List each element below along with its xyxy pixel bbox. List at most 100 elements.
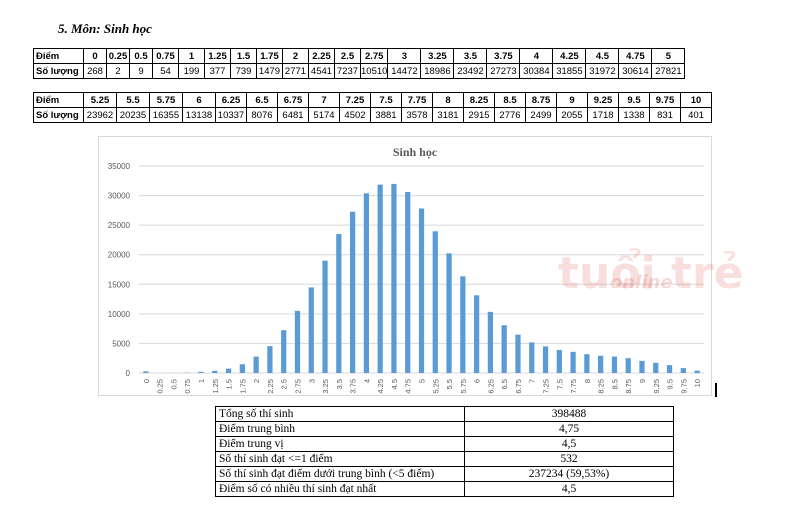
bar xyxy=(653,362,659,373)
score-cell: 8 xyxy=(432,92,464,108)
count-cell: 7237 xyxy=(334,63,361,79)
stats-label: Số thí sinh đạt điểm dưới trung bình (<5… xyxy=(215,466,465,482)
y-tick-label: 35000 xyxy=(108,162,131,171)
bar xyxy=(598,355,604,373)
stats-row: Điểm số có nhiều thí sinh đạt nhất 4,5 xyxy=(215,481,674,497)
stats-row: Số thí sinh đạt <=1 điểm 532 xyxy=(215,451,674,467)
bar xyxy=(336,234,342,373)
count-cell: 1338 xyxy=(618,107,650,123)
x-tick-label: 9 xyxy=(638,379,647,383)
bar xyxy=(239,364,245,373)
stats-row: Số thí sinh đạt điểm dưới trung bình (<5… xyxy=(215,466,674,482)
count-cell: 3881 xyxy=(370,107,402,123)
y-tick-label: 25000 xyxy=(108,221,131,230)
score-cell: 0.75 xyxy=(152,48,179,64)
x-tick-label: 2.75 xyxy=(293,379,302,394)
count-cell: 5174 xyxy=(308,107,340,123)
x-tick-label: 1.25 xyxy=(211,379,220,394)
bar xyxy=(542,346,549,373)
bar xyxy=(570,351,576,373)
stats-table: Tổng số thí sinh 398488 Điểm trung bình 4,7… xyxy=(215,406,674,497)
x-tick-label: 7.75 xyxy=(569,379,578,394)
bars xyxy=(143,183,700,373)
count-cell: 30384 xyxy=(519,63,554,79)
stats-value: 4,5 xyxy=(464,436,674,452)
count-cell: 54 xyxy=(152,63,179,79)
bar xyxy=(225,368,232,373)
stats-value: 398488 xyxy=(464,406,674,422)
bar xyxy=(143,371,149,373)
x-tick-label: 8.75 xyxy=(624,379,633,394)
bar xyxy=(418,208,425,373)
x-tick-label: 4.25 xyxy=(376,379,385,394)
score-cell: 3.5 xyxy=(453,48,488,64)
bar xyxy=(294,310,301,373)
x-tick-label: 4 xyxy=(362,379,371,383)
x-tick-label: 0.25 xyxy=(156,379,165,394)
x-tick-label: 2.5 xyxy=(280,379,289,389)
score-cell: 9 xyxy=(556,92,588,108)
bar-chart: Sinh học 0 5000 10000 15000 20000 25000 30000 3… xyxy=(108,145,704,394)
count-cell: 4541 xyxy=(308,63,335,79)
x-tick-label: 7.5 xyxy=(555,379,564,389)
count-cell: 2776 xyxy=(494,107,526,123)
x-tick-label: 4.75 xyxy=(404,379,413,394)
stats-row: Điểm trung bình 4,75 xyxy=(215,421,674,437)
x-tick-label: 6.75 xyxy=(514,379,523,394)
count-cell: 6481 xyxy=(277,107,309,123)
bar xyxy=(391,183,397,373)
x-tick-label: 8.5 xyxy=(610,379,619,389)
bar xyxy=(267,346,273,373)
count-row: Số lượng 268 2 9 54 199 377 739 1479 2771 4541 7237… xyxy=(33,63,686,79)
count-cell: 27821 xyxy=(651,63,686,79)
watermark-logo: tuổi trẻ xyxy=(558,248,744,299)
stats-row: Điểm trung vị 4,5 xyxy=(215,436,674,452)
bar xyxy=(680,368,686,373)
y-tick-label: 0 xyxy=(126,369,131,378)
stats-label: Điểm trung bình xyxy=(215,421,465,437)
score-cell: 7.5 xyxy=(370,92,402,108)
count-cell: 1718 xyxy=(587,107,619,123)
score-cell: 9.25 xyxy=(587,92,619,108)
x-tick-label: 8.25 xyxy=(597,379,606,394)
count-cell: 31855 xyxy=(552,63,587,79)
stats-label: Điểm trung vị xyxy=(215,436,465,452)
score-cell: 6.25 xyxy=(215,92,247,108)
x-tick-label: 5.5 xyxy=(445,379,454,389)
x-tick-label: 4.5 xyxy=(390,379,399,389)
count-cell: 30614 xyxy=(618,63,653,79)
count-cell: 10510 xyxy=(359,63,389,79)
bar xyxy=(322,260,328,373)
count-cell: 2771 xyxy=(282,63,309,79)
bar xyxy=(281,330,287,373)
score-cell: 4.5 xyxy=(585,48,620,64)
y-tick-label: 30000 xyxy=(108,192,131,201)
count-cell: 23962 xyxy=(83,107,117,123)
score-cell: 4.75 xyxy=(618,48,653,64)
score-row: Điểm 5.25 5.5 5.75 6 6.25 6.5 6.75 7 7.25 7.5 7.75 8… xyxy=(33,92,712,108)
x-tick-label: 3.75 xyxy=(349,379,358,394)
count-cell: 4502 xyxy=(339,107,371,123)
bar xyxy=(377,184,383,373)
bar xyxy=(253,356,259,373)
score-cell: 4.25 xyxy=(552,48,587,64)
x-tick-label: 0.75 xyxy=(183,379,192,394)
score-cell: 9.75 xyxy=(649,92,681,108)
score-cell: 0.25 xyxy=(106,48,130,64)
bar xyxy=(460,276,466,373)
x-tick-label: 3.25 xyxy=(321,379,330,394)
x-tick-label: 5.25 xyxy=(431,379,440,394)
bar xyxy=(432,231,438,373)
x-tick-label: 5.75 xyxy=(459,379,468,394)
x-tick-label: 9.75 xyxy=(679,379,688,394)
bar xyxy=(349,211,356,373)
score-cell: 8.25 xyxy=(463,92,495,108)
chart-title: Sinh học xyxy=(393,145,438,159)
x-tick-label: 6.25 xyxy=(486,379,495,394)
count-cell: 16355 xyxy=(149,107,183,123)
count-cell: 401 xyxy=(680,107,712,123)
score-cell: 5.5 xyxy=(116,92,150,108)
score-cell: 2.75 xyxy=(359,48,389,64)
count-cell: 2 xyxy=(106,63,130,79)
x-tick-label: 1.5 xyxy=(225,379,234,389)
